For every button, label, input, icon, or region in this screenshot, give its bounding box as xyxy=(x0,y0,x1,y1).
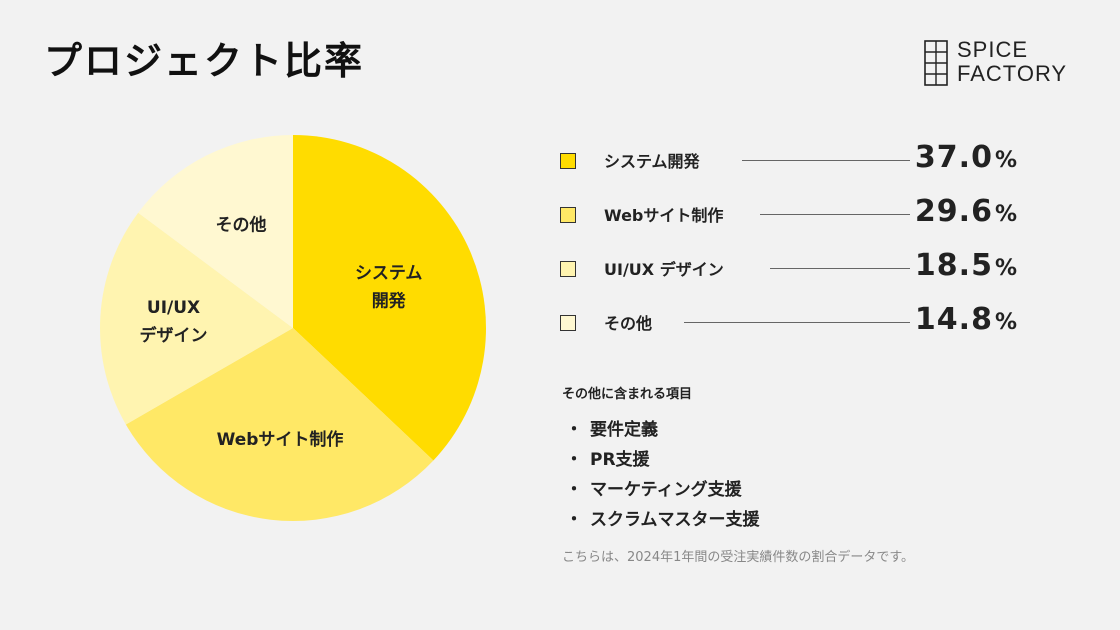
legend-swatch xyxy=(560,153,576,169)
list-item: ・ PR支援 xyxy=(562,445,1022,475)
legend-row: UI/UX デザイン 18.5% xyxy=(560,244,1030,298)
legend-label: システム開発 xyxy=(604,148,710,172)
others-list: ・要件定義 ・ PR支援 ・マーケティング支援 ・スクラムマスター支援 xyxy=(562,415,1022,535)
list-item-label: 要件定義 xyxy=(590,420,658,440)
legend-swatch xyxy=(560,315,576,331)
page-title: プロジェクト比率 xyxy=(44,38,365,83)
legend-value: 29.6% xyxy=(914,194,1018,229)
legend-leader-line xyxy=(684,322,910,323)
legend-leader-line xyxy=(742,160,910,161)
logo-text: SPICE FACTORY xyxy=(957,38,1067,86)
bullet: ・ xyxy=(565,450,583,470)
legend-swatch xyxy=(560,207,576,223)
legend-row: Webサイト制作 29.6% xyxy=(560,190,1030,244)
others-section: その他に含まれる項目 ・要件定義 ・ PR支援 ・マーケティング支援 ・スクラムマ… xyxy=(562,383,1022,535)
list-item-label: PR支援 xyxy=(590,450,650,470)
bullet: ・ xyxy=(565,510,583,530)
logo-line-1: SPICE xyxy=(957,37,1029,62)
list-item-label: マーケティング支援 xyxy=(590,480,742,500)
legend-value: 14.8% xyxy=(914,302,1018,337)
legend-row: その他 14.8% xyxy=(560,298,1030,352)
legend-swatch xyxy=(560,261,576,277)
brand-logo: SPICE FACTORY xyxy=(924,38,1084,88)
pie-slice-label: システム開発 xyxy=(355,264,423,312)
pie-slice xyxy=(125,328,434,521)
pie-slice-label: Webサイト制作 xyxy=(217,429,344,450)
footnote: こちらは、2024年1年間の受注実績件数の割合データです。 xyxy=(562,550,915,565)
legend-value: 37.0% xyxy=(914,140,1018,175)
pie-chart: システム開発 Webサイト制作 UI/UX デザイン その他 xyxy=(100,135,486,521)
pie-slice xyxy=(138,135,293,328)
pie-slice xyxy=(100,212,293,425)
spice-factory-logo-icon xyxy=(924,40,948,86)
legend-leader-line xyxy=(760,214,910,215)
bullet: ・ xyxy=(565,480,583,500)
legend: システム開発 37.0% Webサイト制作 29.6% UI/UX デザイン 1… xyxy=(560,136,1030,352)
list-item-label: スクラムマスター支援 xyxy=(590,510,760,530)
legend-label: その他 xyxy=(604,310,663,334)
pie-slice-label: その他 xyxy=(216,215,267,236)
pie-slice-label: UI/UX デザイン xyxy=(140,298,208,346)
legend-label: UI/UX デザイン xyxy=(604,256,734,280)
others-title: その他に含まれる項目 xyxy=(562,387,693,402)
list-item: ・スクラムマスター支援 xyxy=(562,505,1022,535)
list-item: ・マーケティング支援 xyxy=(562,475,1022,505)
legend-value: 18.5% xyxy=(914,248,1018,283)
legend-label: Webサイト制作 xyxy=(604,202,734,226)
pie-slice xyxy=(293,135,486,461)
logo-line-2: FACTORY xyxy=(957,61,1068,86)
legend-leader-line xyxy=(770,268,910,269)
list-item: ・要件定義 xyxy=(562,415,1022,445)
bullet: ・ xyxy=(565,420,583,440)
legend-row: システム開発 37.0% xyxy=(560,136,1030,190)
